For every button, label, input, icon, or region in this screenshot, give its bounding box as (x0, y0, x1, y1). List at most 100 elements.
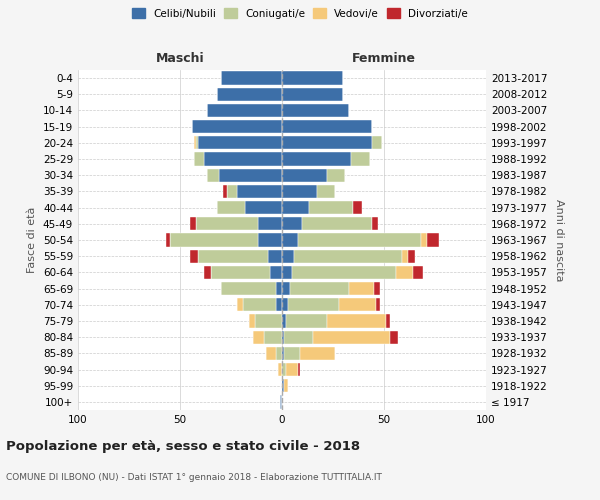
Bar (217, 88, 282, 101)
Bar (284, 330, 313, 344)
Bar (205, 152, 282, 166)
Bar (205, 266, 211, 279)
Bar (245, 201, 282, 214)
Bar (237, 185, 282, 198)
Bar (290, 282, 349, 295)
Bar (413, 266, 423, 279)
Bar (206, 168, 219, 182)
Bar (313, 330, 390, 344)
Bar (282, 217, 302, 230)
Bar (284, 346, 301, 360)
Bar (253, 330, 263, 344)
Bar (282, 314, 286, 328)
Bar (282, 330, 284, 344)
Bar (199, 136, 282, 149)
Bar (276, 282, 282, 295)
Bar (221, 282, 276, 295)
Bar (282, 363, 286, 376)
Bar (282, 185, 317, 198)
Bar (302, 217, 372, 230)
Bar (308, 201, 353, 214)
Bar (282, 379, 284, 392)
Text: COMUNE DI ILBONO (NU) - Dati ISTAT 1° gennaio 2018 - Elaborazione TUTTITALIA.IT: COMUNE DI ILBONO (NU) - Dati ISTAT 1° ge… (6, 473, 382, 482)
Bar (390, 330, 398, 344)
Bar (194, 136, 196, 149)
Bar (270, 266, 282, 279)
Bar (263, 330, 282, 344)
Bar (194, 152, 205, 166)
Bar (282, 152, 352, 166)
Bar (327, 168, 345, 182)
Bar (282, 136, 372, 149)
Bar (199, 250, 268, 263)
Bar (217, 201, 245, 214)
Bar (256, 314, 282, 328)
Bar (386, 314, 390, 328)
Bar (282, 346, 284, 360)
Bar (421, 234, 427, 246)
Bar (301, 346, 335, 360)
Bar (374, 282, 380, 295)
Bar (298, 363, 301, 376)
Bar (190, 250, 199, 263)
Bar (266, 346, 276, 360)
Bar (282, 266, 292, 279)
Bar (196, 136, 199, 149)
Bar (298, 234, 421, 246)
Bar (282, 72, 343, 85)
Bar (409, 250, 415, 263)
Bar (268, 250, 282, 263)
Bar (339, 298, 376, 312)
Bar (372, 217, 378, 230)
Bar (282, 250, 294, 263)
Bar (166, 234, 170, 246)
Y-axis label: Anni di nascita: Anni di nascita (554, 198, 564, 281)
Bar (282, 104, 349, 117)
Bar (237, 298, 243, 312)
Bar (192, 120, 282, 134)
Bar (243, 298, 276, 312)
Text: Maschi: Maschi (155, 52, 205, 65)
Bar (257, 234, 282, 246)
Bar (221, 72, 282, 85)
Bar (327, 314, 386, 328)
Bar (276, 346, 282, 360)
Bar (288, 298, 339, 312)
Text: Popolazione per età, sesso e stato civile - 2018: Popolazione per età, sesso e stato civil… (6, 440, 360, 453)
Bar (286, 363, 298, 376)
Bar (403, 250, 409, 263)
Bar (282, 120, 372, 134)
Bar (353, 201, 362, 214)
Bar (396, 266, 413, 279)
Bar (349, 282, 374, 295)
Bar (317, 185, 335, 198)
Bar (282, 201, 308, 214)
Bar (170, 234, 257, 246)
Bar (219, 168, 282, 182)
Bar (250, 314, 256, 328)
Text: Femmine: Femmine (352, 52, 416, 65)
Bar (372, 136, 382, 149)
Bar (286, 314, 327, 328)
Bar (206, 104, 282, 117)
Bar (278, 363, 282, 376)
Bar (282, 88, 343, 101)
Bar (223, 185, 227, 198)
Bar (280, 396, 282, 408)
Bar (282, 234, 298, 246)
Bar (282, 168, 327, 182)
Bar (190, 217, 196, 230)
Bar (276, 298, 282, 312)
Bar (284, 379, 288, 392)
Bar (227, 185, 237, 198)
Bar (376, 298, 380, 312)
Legend: Celibi/Nubili, Coniugati/e, Vedovi/e, Divorziati/e: Celibi/Nubili, Coniugati/e, Vedovi/e, Di… (129, 5, 471, 21)
Bar (294, 250, 403, 263)
Bar (257, 217, 282, 230)
Y-axis label: Fasce di età: Fasce di età (28, 207, 37, 273)
Bar (292, 266, 396, 279)
Bar (427, 234, 439, 246)
Bar (282, 282, 290, 295)
Bar (352, 152, 370, 166)
Bar (282, 298, 288, 312)
